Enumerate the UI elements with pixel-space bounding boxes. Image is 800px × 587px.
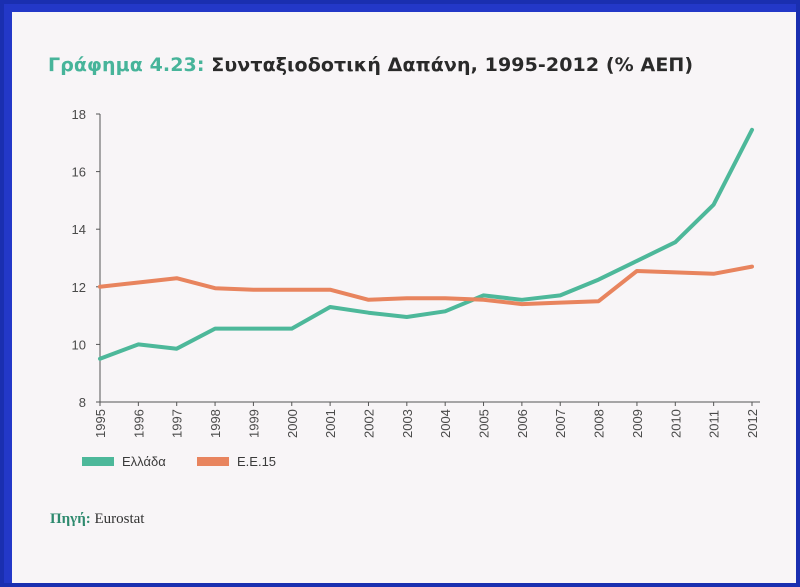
- y-tick-label: 12: [72, 280, 86, 295]
- y-axis: 8 10 12 14 16 18: [72, 107, 101, 410]
- source-text: Eurostat: [94, 511, 145, 527]
- line-chart: 8 10 12 14 16 18 1995 1996 1997 1998 1999 2000 2001…: [72, 107, 760, 469]
- data-point: [176, 348, 178, 350]
- chart-title-prefix: Γράφημα 4.23:: [48, 54, 205, 76]
- x-tick-label: 2007: [553, 409, 568, 438]
- legend: Ελλάδα Ε.Ε.15: [82, 454, 276, 469]
- x-tick-label: 1997: [170, 409, 185, 438]
- data-point: [329, 306, 331, 308]
- x-tick-label: 2006: [515, 409, 530, 438]
- data-point: [713, 204, 715, 206]
- chart-title: Γράφημα 4.23: Συνταξιοδοτική Δαπάνη, 199…: [48, 54, 693, 76]
- data-point: [598, 300, 600, 302]
- data-point: [252, 328, 254, 330]
- x-tick-label: 2003: [400, 409, 415, 438]
- data-point: [521, 299, 523, 301]
- data-point: [137, 343, 139, 345]
- data-point: [99, 286, 101, 288]
- y-tick-label: 8: [79, 395, 86, 410]
- data-point: [137, 281, 139, 283]
- data-point: [483, 294, 485, 296]
- data-point: [444, 310, 446, 312]
- y-tick-label: 16: [72, 165, 86, 180]
- data-point: [559, 302, 561, 304]
- data-point: [559, 294, 561, 296]
- data-point: [406, 297, 408, 299]
- y-tick-label: 10: [72, 337, 86, 352]
- data-point: [406, 316, 408, 318]
- x-tick-label: 2010: [668, 409, 683, 438]
- data-point: [367, 299, 369, 301]
- data-point: [598, 279, 600, 281]
- data-point: [214, 328, 216, 330]
- series-line-greece: [98, 127, 754, 361]
- data-point: [329, 289, 331, 291]
- x-tick-label: 1995: [93, 409, 108, 438]
- legend-swatch: [82, 457, 114, 466]
- series-line-eu15: [98, 264, 754, 307]
- data-point: [483, 299, 485, 301]
- data-point: [674, 241, 676, 243]
- x-tick-label: 2001: [323, 409, 338, 438]
- data-point: [674, 271, 676, 273]
- data-point: [291, 289, 293, 291]
- x-tick-label: 1999: [246, 409, 261, 438]
- outer-frame: Γράφημα 4.23: Συνταξιοδοτική Δαπάνη, 199…: [4, 4, 796, 583]
- x-tick-label: 1998: [208, 409, 223, 438]
- x-tick-label: 2000: [285, 409, 300, 438]
- legend-label: Ε.Ε.15: [237, 454, 276, 469]
- data-point: [636, 260, 638, 262]
- data-point: [252, 289, 254, 291]
- chart-title-text: Συνταξιοδοτική Δαπάνη, 1995-2012 (% ΑΕΠ): [211, 54, 694, 76]
- data-point: [444, 297, 446, 299]
- x-tick-label: 2011: [707, 410, 722, 438]
- y-tick-label: 18: [72, 107, 86, 122]
- document-page: Γράφημα 4.23: Συνταξιοδοτική Δαπάνη, 199…: [12, 12, 796, 583]
- x-tick-label: 2012: [745, 409, 760, 438]
- series-group: [98, 127, 754, 361]
- x-axis: 1995 1996 1997 1998 1999 2000 2001 2002 2003 2004…: [93, 401, 760, 438]
- x-tick-label: 2005: [477, 409, 492, 438]
- x-tick-label: 2008: [592, 409, 607, 438]
- data-point: [176, 277, 178, 279]
- data-point: [636, 270, 638, 272]
- legend-swatch: [197, 457, 229, 466]
- y-tick-label: 14: [72, 222, 86, 237]
- x-tick-label: 2002: [361, 409, 376, 438]
- data-point: [751, 266, 753, 268]
- data-point: [713, 273, 715, 275]
- data-point: [367, 312, 369, 314]
- x-tick-label: 1996: [131, 409, 146, 438]
- data-point: [521, 303, 523, 305]
- data-point: [751, 129, 753, 131]
- data-point: [291, 328, 293, 330]
- x-tick-label: 2004: [438, 409, 453, 438]
- data-point: [99, 358, 101, 360]
- x-tick-label: 2009: [630, 409, 645, 438]
- data-point: [214, 287, 216, 289]
- legend-label: Ελλάδα: [122, 454, 166, 469]
- source-note: Πηγή: Eurostat: [50, 511, 144, 528]
- source-label: Πηγή:: [50, 511, 91, 527]
